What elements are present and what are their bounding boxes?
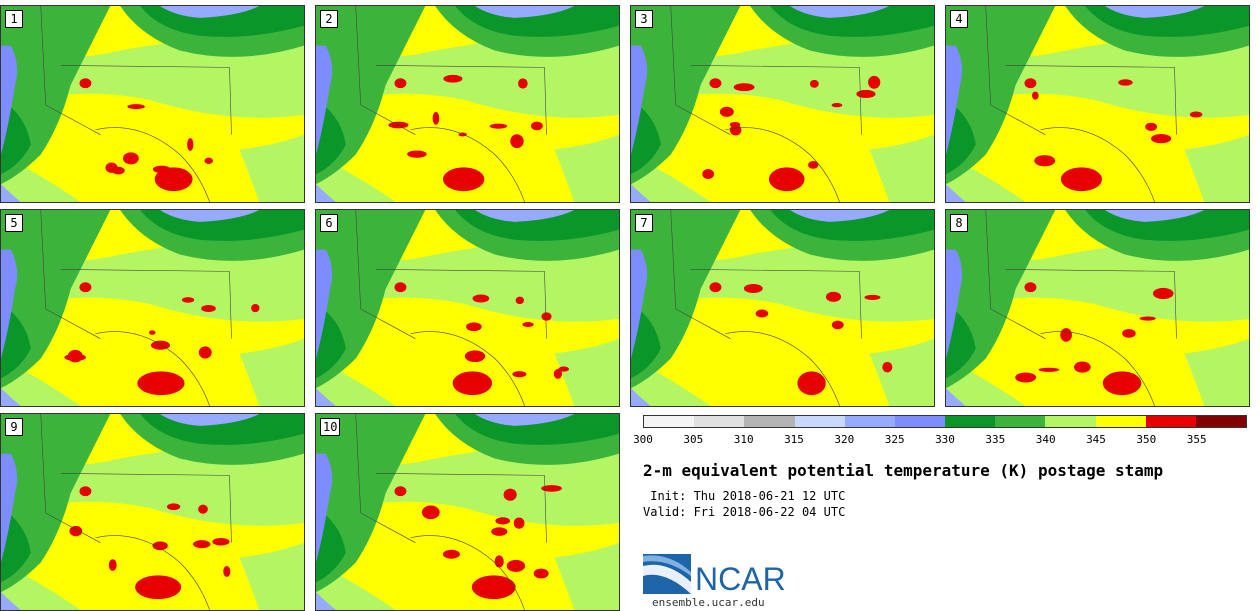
colorbar-segment (1195, 416, 1247, 427)
colorbar-tick-label: 315 (784, 433, 804, 446)
member-panel-3: 3 (630, 5, 935, 203)
colorbar-tick-label: 320 (834, 433, 855, 446)
colorbar-segment (945, 416, 996, 427)
colorbar-tick-label: 355 (1186, 433, 1207, 446)
colorbar-segment (644, 416, 695, 427)
theta-e-map (1, 210, 304, 406)
colorbar-tick-label: 350 (1136, 433, 1157, 446)
chart-title: 2-m equivalent potential temperature (K)… (643, 461, 1164, 480)
theta-e-map (946, 6, 1249, 202)
theta-e-map (946, 210, 1249, 406)
member-number: 5 (5, 214, 23, 232)
member-number: 6 (320, 214, 338, 232)
member-number: 3 (635, 10, 653, 28)
member-panel-7: 7 (630, 209, 935, 407)
member-panel-4: 4 (945, 5, 1250, 203)
colorbar-segment (894, 416, 946, 427)
logo-url: ensemble.ucar.edu (652, 596, 765, 609)
member-number: 2 (320, 10, 338, 28)
colorbar-tick-label: 325 (884, 433, 905, 446)
member-number: 9 (5, 418, 23, 436)
member-panel-9: 9 (0, 413, 305, 611)
member-panel-1: 1 (0, 5, 305, 203)
theta-e-map (631, 6, 934, 202)
theta-e-map (316, 414, 619, 610)
colorbar-tick-label: 335 (985, 433, 1006, 446)
colorbar-segment (744, 416, 795, 427)
member-panel-10: 10 (315, 413, 620, 611)
ncar-logo: NCAR (643, 552, 793, 600)
colorbar-segment (995, 416, 1046, 427)
theta-e-map (631, 210, 934, 406)
member-number: 8 (950, 214, 968, 232)
colorbar-segment (1045, 416, 1096, 427)
valid-time: Valid: Fri 2018-06-22 04 UTC (643, 505, 846, 519)
member-panel-2: 2 (315, 5, 620, 203)
colorbar-segment (694, 416, 745, 427)
theta-e-map (316, 210, 619, 406)
member-panel-5: 5 (0, 209, 305, 407)
colorbar-tick-label: 300 (633, 433, 653, 446)
colorbar-tick-label: 305 (683, 433, 704, 446)
colorbar-segment (794, 416, 845, 427)
colorbar-tick-label: 330 (935, 433, 955, 446)
colorbar-tick-label: 340 (1035, 433, 1056, 446)
theta-e-map (1, 6, 304, 202)
member-number: 7 (635, 214, 653, 232)
theta-e-map (316, 6, 619, 202)
colorbar-segment (1095, 416, 1146, 427)
colorbar (643, 415, 1247, 428)
colorbar-tick-label: 310 (733, 433, 754, 446)
init-time: Init: Thu 2018-06-21 12 UTC (643, 489, 846, 503)
member-number: 10 (320, 418, 341, 436)
colorbar-segment (844, 416, 895, 427)
colorbar-segment (1145, 416, 1196, 427)
member-panel-6: 6 (315, 209, 620, 407)
member-number: 4 (950, 10, 968, 28)
theta-e-map (1, 414, 304, 610)
member-panel-8: 8 (945, 209, 1250, 407)
colorbar-tick-label: 345 (1086, 433, 1106, 446)
logo-text: NCAR (695, 561, 786, 596)
member-number: 1 (5, 10, 23, 28)
